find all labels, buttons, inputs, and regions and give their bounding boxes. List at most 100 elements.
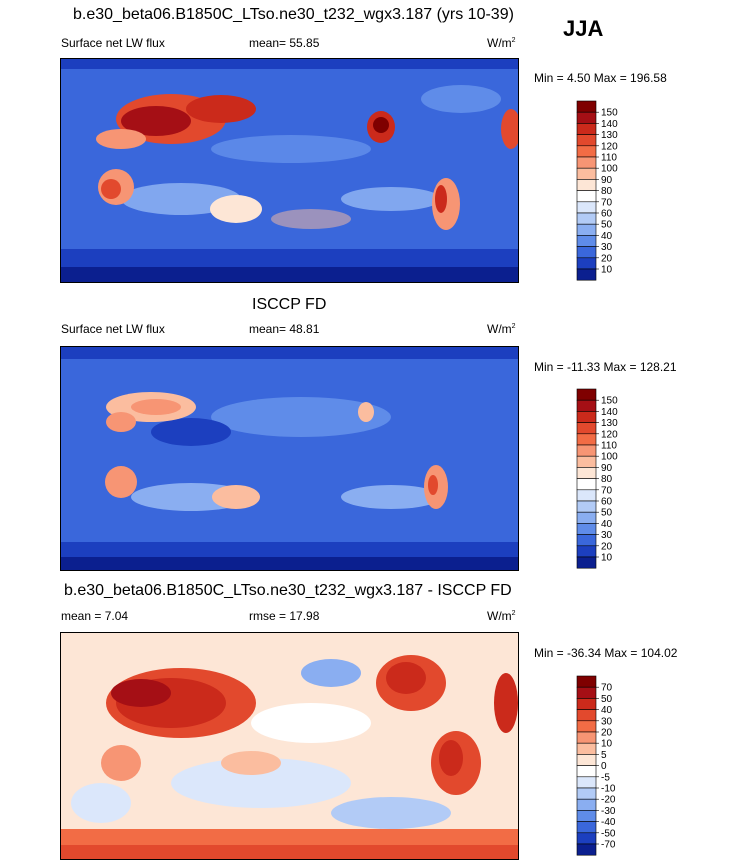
colorbar-box [576,246,597,259]
colorbar-tick-label: 110 [601,441,617,452]
colorbar-tick-label: 50 [601,220,613,231]
panel1-mean-label: mean= 55.85 [249,36,320,50]
colorbar-tick-label: 90 [601,175,613,186]
colorbar-tick-label: 80 [601,186,613,197]
colorbar-box [576,556,597,569]
colorbar-box [576,765,597,778]
panel3-title: b.e30_beta06.B1850C_LTso.ne30_t232_wgx3.… [64,582,512,599]
season-label: JJA [563,16,604,41]
colorbar-box [576,754,597,766]
colorbar-tick-label: 80 [601,474,613,485]
colorbar-tick-label: 10 [601,739,613,750]
colorbar-tick-label: 120 [601,429,618,440]
panel3-minmax: Min = -36.34 Max = 104.02 [534,646,678,660]
colorbar-box [576,821,597,834]
colorbar-tick-label: 150 [601,108,618,119]
colorbar-box [576,388,597,401]
colorbar-box [576,698,597,710]
colorbar-box [576,223,597,236]
panel2-title: ISCCP FD [252,296,327,313]
colorbar-box [576,843,597,856]
colorbar-tick-label: 40 [601,231,613,242]
colorbar-box [576,167,597,180]
colorbar-tick-label: 100 [601,164,618,175]
colorbar-box [576,731,597,744]
colorbar-tick-label: -10 [601,784,616,795]
panel2-map-field [61,347,518,570]
colorbar-box [576,523,597,535]
colorbar-tick-label: 70 [601,683,613,694]
colorbar-tick-label: 50 [601,508,613,519]
colorbar-tick-label: 50 [601,694,613,705]
panel1-left-label: Surface net LW flux [61,36,165,50]
colorbar-tick-label: 130 [601,418,618,429]
colorbar-tick-label: 30 [601,242,613,253]
panel1-units: W/m2 [487,36,516,50]
colorbar-tick-label: 70 [601,197,613,208]
colorbar-box [576,268,597,281]
colorbar-box [576,742,597,755]
colorbar-box [576,675,597,688]
colorbar-tick-label: 130 [601,130,618,141]
panel2-minmax: Min = -11.33 Max = 128.21 [534,360,677,374]
panel3-map [60,632,519,860]
colorbar-tick-label: 20 [601,253,613,264]
colorbar-box [576,500,597,513]
colorbar-tick-label: 20 [601,541,613,552]
colorbar-box [576,201,597,214]
panel2-map [60,346,519,571]
colorbar-box [576,179,597,191]
panel3-mean-label: mean = 7.04 [61,609,129,623]
colorbar-box [576,545,597,558]
colorbar-tick-label: 10 [601,265,613,276]
colorbar-tick-label: 140 [601,407,618,418]
colorbar-box [576,257,597,270]
colorbar-box [576,399,597,412]
panel2-colorbar: 150 140 130 120 110 100 90 80 70 60 50 40 30 20 10 [576,388,637,569]
panel3-rmse-label: rmse = 17.98 [249,609,320,623]
panel3-colorbar: 70 50 40 30 20 10 5 0 -5 -10 -20 -30 -40 -50 -70 [576,675,637,856]
colorbar-box [576,212,597,225]
panel1-map [60,58,519,283]
colorbar-tick-label: -70 [601,840,616,851]
colorbar-box [576,145,597,158]
colorbar-tick-label: 30 [601,716,613,727]
colorbar-box [576,100,597,113]
colorbar-tick-label: 0 [601,761,607,772]
panel2-units: W/m2 [487,322,516,336]
colorbar-box [576,444,597,457]
colorbar-box [576,511,597,524]
colorbar-box [576,156,597,169]
colorbar-tick-label: 70 [601,485,613,496]
colorbar-box [576,134,597,147]
colorbar-tick-label: 90 [601,463,613,474]
colorbar-box [576,798,597,811]
colorbar-tick-label: 150 [601,396,618,407]
colorbar-tick-label: 60 [601,497,613,508]
panel3-map-field [61,633,518,859]
colorbar-box [576,123,597,135]
colorbar-box [576,787,597,800]
colorbar-tick-label: 40 [601,705,613,716]
colorbar-box [576,235,597,247]
colorbar-box [576,720,597,733]
colorbar-tick-label: 100 [601,452,618,463]
colorbar-box [576,478,597,491]
colorbar-box [576,433,597,446]
panel3-units: W/m2 [487,609,516,623]
colorbar-box [576,489,597,502]
colorbar-box [576,686,597,699]
panel1-minmax: Min = 4.50 Max = 196.58 [534,71,667,85]
panel1-title: b.e30_beta06.B1850C_LTso.ne30_t232_wgx3.… [73,6,514,23]
panel1-colorbar: 150 140 130 120 110 100 90 80 70 60 50 40 30 20 10 [576,100,637,281]
panel2-mean-label: mean= 48.81 [249,322,320,336]
colorbar-box [576,411,597,423]
colorbar-tick-label: 10 [601,553,613,564]
colorbar-box [576,111,597,124]
colorbar-box [576,422,597,435]
colorbar-tick-label: -40 [601,817,616,828]
colorbar-tick-label: -50 [601,828,616,839]
colorbar-tick-label: -5 [601,772,610,783]
colorbar-box [576,534,597,547]
colorbar-tick-label: 40 [601,519,613,530]
